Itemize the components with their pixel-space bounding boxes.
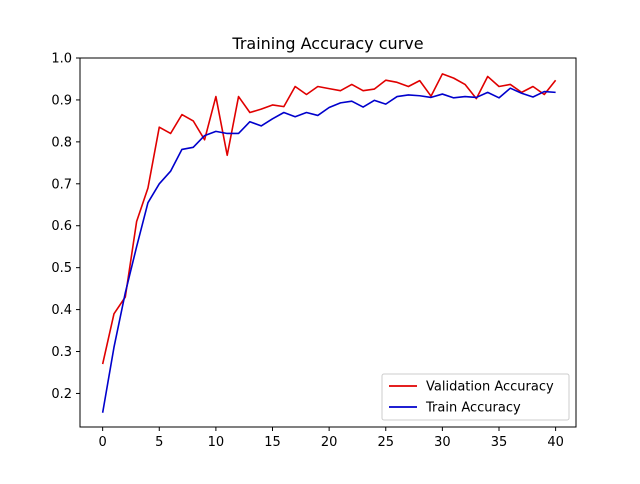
x-tick-label: 25 [377, 435, 394, 450]
axes: 0 5 10 15 20 25 30 35 40 0.2 0.3 0.4 0.5 0.6 0.7 0.8 0.9… [51, 52, 577, 450]
x-tick-label: 0 [99, 435, 107, 450]
legend-label-train-accuracy: Train Accuracy [425, 401, 521, 416]
x-tick-label: 20 [321, 435, 338, 450]
series-line-validation-accuracy [101, 73, 557, 365]
x-tick-label: 15 [264, 435, 281, 450]
chart-title: Training Accuracy curve [231, 34, 423, 53]
axes-frame [79, 57, 577, 428]
y-tick-label: 0.3 [51, 345, 72, 360]
x-tick-label: 5 [155, 435, 163, 450]
x-tick-label: 10 [208, 435, 225, 450]
y-tick-label: 0.7 [51, 177, 72, 192]
x-tick-label: 40 [547, 435, 564, 450]
y-tick-label: 0.9 [51, 93, 72, 108]
series-line-train-accuracy [101, 87, 556, 413]
plot-area [101, 73, 557, 413]
legend-box [381, 373, 570, 421]
legend-label-validation-accuracy: Validation Accuracy [426, 380, 554, 395]
x-tick-label: 35 [491, 435, 508, 450]
y-tick-label: 0.8 [51, 135, 72, 150]
y-tick-label: 0.2 [51, 387, 72, 402]
y-tick-label: 0.5 [51, 261, 72, 276]
x-tick-label: 30 [434, 435, 451, 450]
legend: Validation Accuracy Train Accuracy [381, 373, 570, 421]
y-tick-label: 0.4 [51, 303, 72, 318]
y-tick-label: 0.6 [51, 219, 72, 234]
y-tick-label: 1.0 [51, 52, 72, 67]
